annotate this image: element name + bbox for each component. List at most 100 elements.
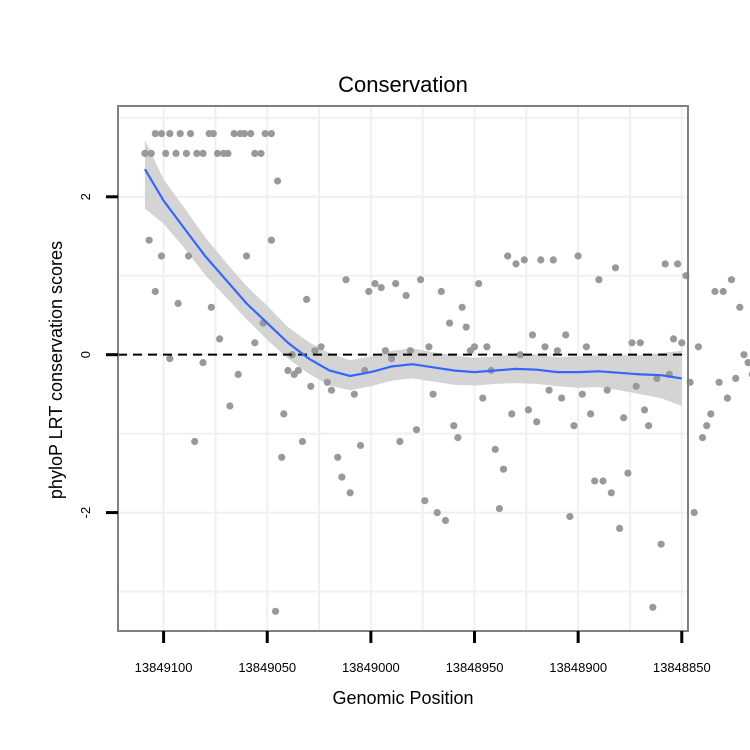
data-point <box>711 287 719 296</box>
data-point <box>356 441 365 450</box>
data-point <box>365 287 373 296</box>
data-point <box>184 252 193 260</box>
data-point <box>740 351 748 359</box>
data-point <box>674 260 682 268</box>
data-point <box>628 339 636 347</box>
data-point <box>558 394 566 402</box>
data-point <box>528 331 537 339</box>
data-point <box>166 130 174 138</box>
data-point <box>182 149 190 157</box>
data-point <box>267 130 275 138</box>
data-point <box>578 390 586 398</box>
data-point <box>412 426 421 434</box>
data-point <box>698 434 707 442</box>
data-point <box>690 508 698 517</box>
data-point <box>524 406 533 414</box>
data-point <box>334 453 342 461</box>
data-point <box>437 287 445 296</box>
data-point <box>425 343 433 351</box>
data-point <box>346 489 354 497</box>
data-point <box>441 516 450 525</box>
data-point <box>669 335 678 343</box>
x-tick-label: 13848900 <box>549 660 607 675</box>
data-point <box>199 359 207 367</box>
data-point <box>653 374 661 382</box>
data-point <box>645 422 653 430</box>
data-point <box>611 264 620 272</box>
data-point <box>271 607 280 615</box>
data-point <box>209 130 217 138</box>
data-point <box>396 437 404 446</box>
data-point <box>224 149 232 157</box>
data-point <box>707 410 715 418</box>
data-point <box>491 445 499 453</box>
data-point <box>516 351 524 359</box>
data-point <box>520 256 528 264</box>
data-point <box>417 276 425 284</box>
data-point <box>661 260 669 268</box>
data-point <box>191 437 199 446</box>
data-point <box>462 323 470 331</box>
data-point <box>475 280 483 288</box>
data-point <box>166 355 174 363</box>
data-point <box>562 331 570 339</box>
data-point <box>736 303 744 311</box>
data-point <box>421 497 429 505</box>
data-point <box>213 149 222 157</box>
data-point <box>624 469 632 477</box>
data-point <box>151 130 159 138</box>
data-point <box>157 130 166 138</box>
data-point <box>727 276 736 284</box>
data-point <box>327 386 336 394</box>
data-point <box>199 149 207 157</box>
data-point <box>616 524 624 533</box>
data-point <box>261 130 269 138</box>
data-point <box>603 386 611 394</box>
data-point <box>406 347 414 355</box>
data-point <box>151 287 159 296</box>
data-point <box>257 149 265 157</box>
y-tick-label: -2 <box>78 507 93 519</box>
data-point <box>599 477 607 485</box>
data-point <box>298 437 307 446</box>
x-axis-label: Genomic Position <box>332 688 473 708</box>
data-point <box>458 303 466 311</box>
data-point <box>402 291 410 300</box>
data-point <box>495 505 503 513</box>
data-point <box>694 343 703 351</box>
data-point <box>620 414 628 422</box>
data-point <box>317 343 325 351</box>
data-point <box>307 382 315 390</box>
data-point <box>640 406 649 414</box>
data-point <box>251 339 259 347</box>
data-point <box>392 280 400 288</box>
data-point <box>504 252 512 260</box>
data-point <box>350 390 358 398</box>
data-point <box>371 280 379 288</box>
data-point <box>470 343 479 351</box>
x-tick-label: 13849100 <box>135 660 193 675</box>
data-point <box>303 295 311 303</box>
data-point <box>595 276 603 284</box>
data-point <box>508 410 516 418</box>
data-point <box>288 351 296 359</box>
data-point <box>234 370 242 378</box>
data-point <box>226 402 234 410</box>
data-point <box>678 339 686 347</box>
data-point <box>174 299 182 307</box>
data-point <box>284 366 292 375</box>
data-point <box>582 343 591 351</box>
data-point <box>541 343 549 351</box>
data-point <box>446 319 454 327</box>
y-axis: -2 0 2 <box>78 193 118 518</box>
data-point <box>342 276 350 284</box>
data-point <box>186 130 195 138</box>
data-point <box>553 347 562 355</box>
data-point <box>145 236 153 244</box>
data-point <box>454 434 462 442</box>
data-point <box>732 374 740 382</box>
data-point <box>280 410 288 418</box>
plot-panel-border <box>117 105 689 632</box>
y-axis-label: phyloP LRT conservation scores <box>46 241 66 499</box>
